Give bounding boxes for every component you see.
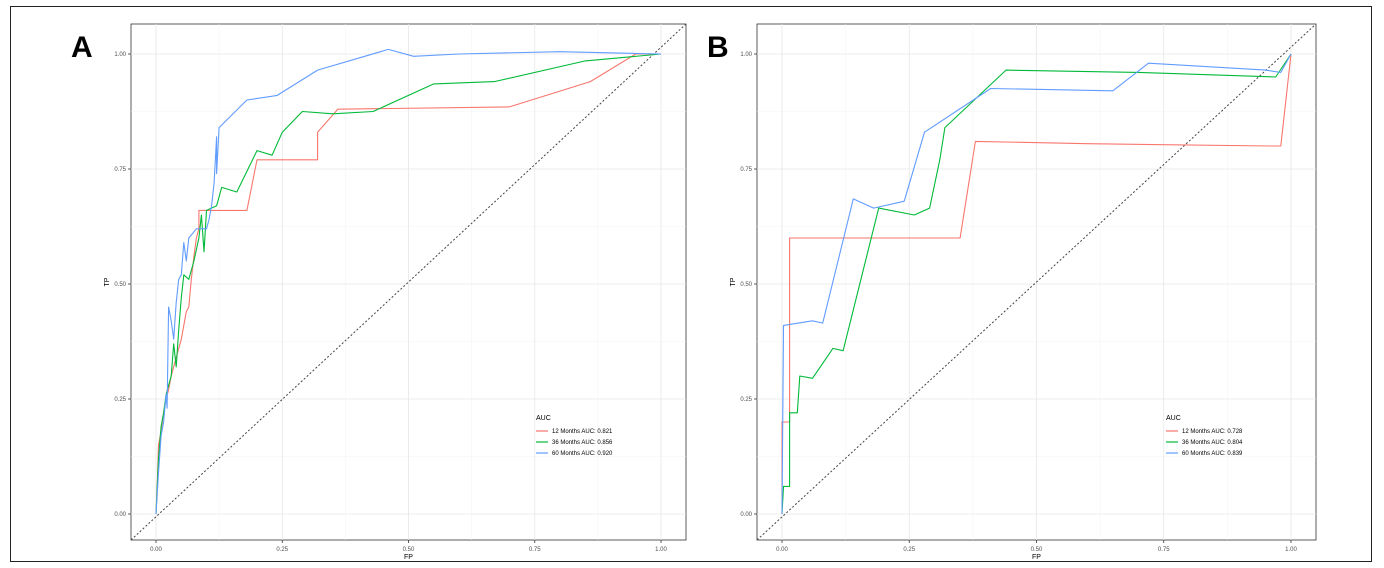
y-tick-label: 0.75: [114, 167, 126, 173]
x-tick-label: 1.00: [655, 547, 667, 553]
legend: AUC 12 Months AUC: 0.821 36 Months AUC: 0.…: [536, 415, 613, 457]
legend-title: AUC: [536, 415, 551, 422]
panel-a: A 0.00 0.25 0.50 0.75 1.00 0.00 0.25 0.50 0.75 1.0…: [71, 23, 687, 561]
legend-entry-label: 36 Months AUC: 0.856: [552, 440, 613, 446]
figure-frame: A 0.00 0.25 0.50 0.75 1.00 0.00 0.25 0.50 0.75 1.0…: [10, 6, 1372, 562]
legend-entry-label: 60 Months AUC: 0.920: [552, 451, 613, 457]
legend-title: AUC: [1166, 415, 1181, 422]
y-axis-title: TP: [104, 277, 111, 286]
legend: AUC 12 Months AUC: 0.728 36 Months AUC: 0.…: [1166, 415, 1243, 457]
panel-b: B 0.00 0.25 0.50 0.75 1.00 0.00 0.25 0.50 0.75 1.0…: [707, 23, 1317, 561]
y-tick-label: 0.50: [114, 282, 126, 288]
x-tick-label: 0.75: [1158, 547, 1170, 553]
x-axis-title: FP: [1032, 554, 1041, 561]
roc-series-line-1: [781, 53, 1292, 514]
x-tick-label: 0.00: [150, 547, 162, 553]
legend-entry-label: 12 Months AUC: 0.728: [1182, 429, 1243, 435]
x-tick-label: 0.75: [529, 547, 541, 553]
gridlines: [131, 24, 686, 540]
panel-letter: A: [71, 31, 93, 64]
roc-series-line-2: [155, 53, 662, 515]
legend-entry-label: 36 Months AUC: 0.804: [1182, 440, 1243, 446]
legend-entry-label: 60 Months AUC: 0.839: [1182, 451, 1243, 457]
x-tick-label: 1.00: [1285, 547, 1297, 553]
y-tick-label: 0.25: [114, 397, 126, 403]
x-axis-title: FP: [404, 554, 413, 561]
panel-letter: B: [707, 31, 729, 64]
x-tick-label: 0.00: [776, 547, 788, 553]
y-tick-label: 0.00: [114, 512, 126, 518]
y-axis-title: TP: [730, 277, 737, 286]
x-tick-label: 0.50: [403, 547, 415, 553]
diagonal-reference-line: [756, 23, 1317, 541]
y-tick-label: 0.75: [740, 167, 752, 173]
roc-series-line-3: [781, 53, 1292, 515]
y-tick-label: 0.00: [740, 512, 752, 518]
y-tick-label: 0.50: [740, 282, 752, 288]
y-tick-label: 0.25: [740, 397, 752, 403]
legend-entry-label: 12 Months AUC: 0.821: [552, 429, 613, 435]
roc-series-line-2: [781, 53, 1292, 515]
roc-figure: A 0.00 0.25 0.50 0.75 1.00 0.00 0.25 0.50 0.75 1.0…: [71, 23, 1317, 561]
y-tick-label: 1.00: [114, 52, 126, 58]
x-tick-label: 0.25: [276, 547, 288, 553]
x-tick-label: 0.50: [1031, 547, 1043, 553]
y-tick-label: 1.00: [740, 52, 752, 58]
roc-series-line-3: [155, 48, 662, 515]
x-tick-label: 0.25: [903, 547, 915, 553]
